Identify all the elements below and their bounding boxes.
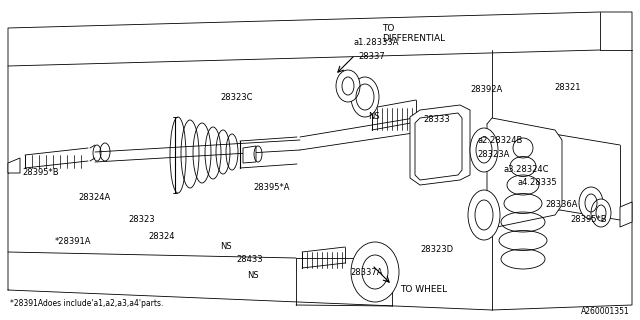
Text: 28323C: 28323C (220, 93, 253, 102)
Ellipse shape (336, 70, 360, 102)
Polygon shape (620, 202, 632, 227)
Text: 28392A: 28392A (470, 85, 502, 94)
Text: 28333: 28333 (423, 115, 450, 124)
Text: NS: NS (247, 271, 259, 280)
Text: NS: NS (368, 112, 380, 121)
Text: 28337: 28337 (358, 52, 385, 61)
Text: 28324: 28324 (148, 232, 175, 241)
Polygon shape (8, 158, 20, 173)
Text: NS: NS (220, 242, 232, 251)
Text: 28337A: 28337A (350, 268, 383, 277)
Text: a3.28324C: a3.28324C (504, 165, 550, 174)
Text: 28324A: 28324A (78, 193, 110, 202)
Ellipse shape (470, 128, 498, 172)
Text: 28321: 28321 (554, 83, 580, 92)
Text: TO WHEEL: TO WHEEL (400, 285, 447, 294)
Text: 28433: 28433 (236, 255, 262, 264)
Text: TO
DIFFERENTIAL: TO DIFFERENTIAL (382, 24, 445, 44)
Polygon shape (410, 105, 470, 185)
Ellipse shape (468, 190, 500, 240)
Text: 28395*B: 28395*B (570, 215, 607, 224)
Ellipse shape (579, 187, 603, 219)
Text: 28395*B: 28395*B (22, 168, 59, 177)
Text: 28395*A: 28395*A (253, 183, 289, 192)
Text: a1.28333A: a1.28333A (354, 38, 399, 47)
Ellipse shape (351, 77, 379, 117)
Text: 28323A: 28323A (477, 150, 509, 159)
Ellipse shape (351, 242, 399, 302)
Text: 28336A: 28336A (545, 200, 577, 209)
Polygon shape (487, 118, 562, 228)
Text: 28323: 28323 (128, 215, 155, 224)
Text: A260001351: A260001351 (581, 307, 630, 316)
Polygon shape (415, 113, 462, 180)
Polygon shape (243, 146, 256, 163)
Text: a4.28335: a4.28335 (518, 178, 557, 187)
Text: *28391A: *28391A (55, 237, 92, 246)
Text: 28323D: 28323D (420, 245, 453, 254)
Ellipse shape (591, 199, 611, 227)
Text: a2.28324B: a2.28324B (477, 136, 522, 145)
Text: *28391Adoes include'a1,a2,a3,a4'parts.: *28391Adoes include'a1,a2,a3,a4'parts. (10, 299, 163, 308)
